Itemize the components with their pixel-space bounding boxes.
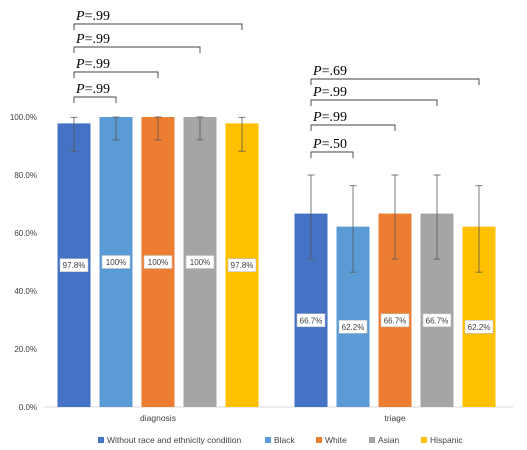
p-value-prefix: P [75,32,85,47]
data-label: 97.8% [231,261,254,270]
data-label: 97.8% [63,261,86,270]
y-tick-label: 20.0% [14,345,37,354]
data-label-box [422,313,452,328]
legend-swatch [98,437,104,443]
x-category-label: triage [384,413,406,423]
p-value-prefix: P [312,110,322,125]
legend-swatch [265,437,271,443]
legend-label: Hispanic [430,435,463,445]
data-label: 66.7% [384,316,407,325]
p-value-number: =.99 [322,110,347,125]
data-label: 62.2% [468,323,491,332]
data-label-box [143,255,173,269]
significance-bracket [310,151,354,158]
data-label: 100% [190,258,210,267]
p-value-label: P=.99 [312,110,347,125]
legend-label: Black [274,435,296,445]
y-tick-label: 40.0% [14,287,37,296]
significance-bracket [73,96,117,103]
data-label-box [185,255,215,269]
legend-swatch [421,437,427,443]
significance-bracket [310,124,396,131]
data-label-box [101,255,131,269]
legend-swatch [316,437,322,443]
p-value-prefix: P [75,82,85,97]
significance-bracket [73,71,159,78]
significance-layer: P=.99P=.99P=.99P=.99P=.50P=.99P=.99P=.69 [73,9,480,158]
legend-label: Without race and ethnicity condition [107,435,241,445]
p-value-prefix: P [75,9,85,24]
legend: Without race and ethnicity condition Blac… [98,435,463,445]
significance-bracket [73,23,243,30]
significance-bracket [310,99,438,106]
legend-label: Asian [378,435,400,445]
p-value-number: =.99 [85,57,110,72]
y-tick-label: 0.0% [19,403,37,412]
y-tick-label: 60.0% [14,229,37,238]
data-label: 62.2% [342,323,365,332]
p-value-prefix: P [75,57,85,72]
p-value-prefix: P [312,137,322,152]
p-value-prefix: P [312,64,322,79]
p-value-label: P=.99 [75,82,110,97]
p-value-label: P=.69 [312,64,347,79]
data-label: 100% [106,258,126,267]
p-value-label: P=.99 [312,85,347,100]
x-category-label: diagnosis [140,413,176,423]
p-value-number: =.69 [322,64,347,79]
y-tick-label: 80.0% [14,171,37,180]
p-value-label: P=.99 [75,57,110,72]
significance-bracket [73,46,201,53]
data-label-box [338,320,368,334]
p-value-label: P=.99 [75,32,110,47]
data-label-box [296,313,326,328]
p-value-number: =.99 [322,85,347,100]
data-label-box [464,320,494,334]
p-value-prefix: P [312,85,322,100]
data-label-box [227,258,257,272]
p-value-label: P=.50 [312,137,347,152]
p-value-number: =.99 [85,9,110,24]
p-value-number: =.99 [85,32,110,47]
data-label-layer: 97.8% 66.7% 100% 62.2% 100% 66.7% 100% 66.7% 97.… [59,255,494,334]
p-value-number: =.50 [322,137,347,152]
data-label-box [380,313,410,328]
significance-bracket [310,78,480,85]
p-value-label: P=.99 [75,9,110,24]
data-label-box [59,258,89,272]
data-label: 100% [148,258,168,267]
legend-label: White [325,435,347,445]
data-label: 66.7% [426,316,449,325]
legend-swatch [369,437,375,443]
p-value-number: =.99 [85,82,110,97]
y-tick-label: 100.0% [10,113,37,122]
error-bar-layer [70,116,483,273]
data-label: 66.7% [300,316,323,325]
